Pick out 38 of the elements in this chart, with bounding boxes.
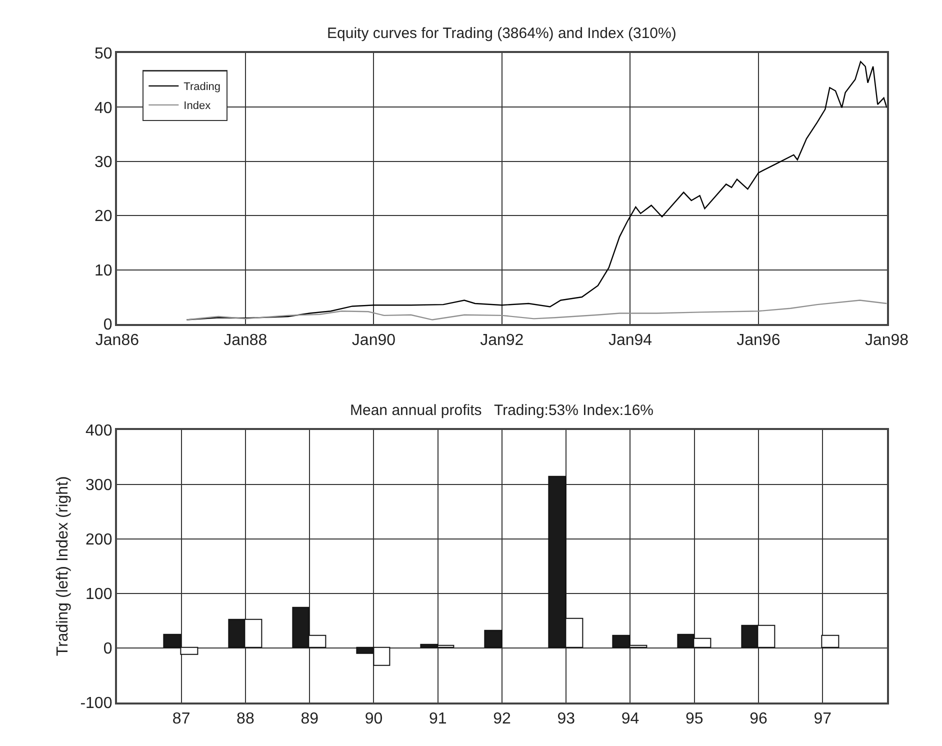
x-tick-label: Jan98 — [864, 332, 909, 350]
x-tick-label: Jan88 — [224, 332, 268, 350]
y-tick-label: 40 — [94, 100, 112, 117]
x-tick-label: 89 — [300, 710, 319, 728]
x-tick-label: Jan86 — [95, 332, 140, 350]
legend-label: Trading — [184, 81, 221, 94]
chart-title: Equity curves for Trading (3864%) and Index (310%) — [327, 25, 676, 42]
line-series — [186, 300, 887, 320]
x-tick-label: Jan90 — [352, 332, 396, 350]
x-tick-label: 94 — [621, 710, 640, 728]
y-tick-label: -100 — [80, 695, 112, 712]
y-axis-title: Trading (left) Index (right) — [54, 476, 72, 656]
y-tick-label: 400 — [86, 422, 112, 440]
x-tick-label: 92 — [493, 710, 511, 728]
y-tick-label: 100 — [86, 586, 112, 604]
y-tick-label: 200 — [86, 531, 112, 548]
x-tick-label: 96 — [750, 710, 768, 728]
x-tick-label: 95 — [685, 710, 704, 728]
x-tick-label: 97 — [814, 710, 832, 728]
y-tick-label: 30 — [94, 154, 112, 172]
x-tick-label: 91 — [428, 710, 447, 728]
y-tick-label: 0 — [103, 316, 112, 334]
bar — [821, 634, 840, 648]
y-tick-label: 50 — [94, 46, 112, 63]
x-tick-label: 90 — [364, 710, 383, 728]
x-tick-label: Jan96 — [736, 332, 780, 350]
chart-title: Mean annual profits Trading:53% Index:16% — [350, 402, 654, 419]
x-tick-label: 87 — [172, 710, 190, 728]
x-tick-label: Jan94 — [608, 332, 652, 350]
y-tick-label: 300 — [86, 476, 112, 494]
bar — [484, 630, 502, 648]
y-tick-label: 10 — [94, 262, 112, 280]
y-tick-label: 20 — [94, 208, 112, 226]
x-tick-label: 93 — [557, 710, 576, 728]
x-tick-label: Jan92 — [480, 332, 524, 350]
y-tick-label: 0 — [103, 640, 112, 658]
legend-label: Index — [184, 100, 212, 112]
x-tick-label: 88 — [236, 710, 254, 728]
